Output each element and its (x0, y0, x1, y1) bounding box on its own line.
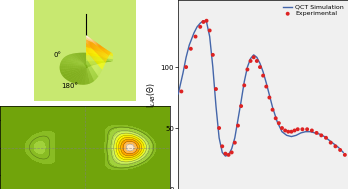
Y-axis label: I$_{LAB}$(Θ): I$_{LAB}$(Θ) (145, 81, 158, 108)
QCT Simulation (255, 56, 259, 58)
Experimental (238, 105, 244, 108)
Experimental (254, 60, 260, 63)
QCT Simulation (275, 121, 279, 123)
QCT Simulation (176, 93, 180, 95)
Experimental (210, 53, 216, 56)
QCT Simulation (192, 32, 196, 34)
Experimental (223, 152, 228, 155)
QCT Simulation (327, 139, 331, 141)
QCT Simulation (198, 22, 202, 24)
QCT Simulation (285, 134, 289, 136)
Experimental (179, 90, 184, 93)
QCT Simulation (264, 82, 268, 84)
QCT Simulation (303, 131, 308, 133)
Experimental (235, 124, 241, 127)
QCT Simulation (245, 66, 250, 68)
QCT Simulation (233, 137, 237, 139)
QCT Simulation (211, 66, 215, 68)
QCT Simulation (242, 81, 246, 83)
QCT Simulation (308, 131, 313, 133)
QCT Simulation (289, 136, 293, 138)
Experimental (328, 141, 333, 144)
Experimental (263, 85, 269, 88)
QCT Simulation (223, 155, 228, 157)
QCT Simulation (187, 44, 191, 46)
Experimental (300, 128, 305, 131)
Experimental (242, 84, 247, 87)
QCT Simulation (337, 146, 341, 149)
QCT Simulation (261, 71, 265, 73)
Experimental (220, 145, 225, 148)
Experimental (267, 96, 272, 99)
QCT Simulation (220, 151, 224, 153)
Experimental (279, 126, 285, 129)
QCT Simulation (318, 133, 322, 135)
Experimental (183, 66, 189, 69)
QCT Simulation (201, 20, 205, 22)
Experimental (245, 68, 250, 71)
Experimental (188, 47, 193, 50)
Experimental (216, 126, 222, 129)
Experimental (285, 130, 291, 133)
QCT Simulation (322, 136, 326, 138)
Experimental (292, 129, 297, 132)
Experimental (270, 108, 275, 111)
QCT Simulation (341, 151, 345, 153)
Experimental (333, 145, 338, 148)
Experimental (309, 129, 315, 132)
Experimental (200, 20, 206, 23)
Experimental (248, 60, 253, 63)
Experimental (318, 134, 324, 137)
Experimental (193, 35, 198, 38)
Experimental (207, 29, 213, 32)
Experimental (323, 136, 329, 139)
Experimental (276, 122, 282, 125)
QCT Simulation (313, 132, 317, 134)
QCT Simulation (239, 100, 243, 102)
Experimental (197, 25, 203, 28)
QCT Simulation (267, 94, 271, 96)
QCT Simulation (208, 36, 212, 38)
QCT Simulation (217, 137, 221, 139)
Experimental (295, 128, 300, 131)
QCT Simulation (236, 118, 240, 121)
Experimental (251, 56, 256, 59)
Experimental (282, 129, 288, 132)
QCT Simulation (248, 57, 253, 60)
QCT Simulation (294, 134, 298, 136)
QCT Simulation (252, 54, 256, 56)
QCT Simulation (258, 62, 262, 64)
Line: QCT Simulation: QCT Simulation (178, 21, 343, 156)
Experimental (304, 128, 310, 131)
Experimental (226, 153, 231, 156)
QCT Simulation (184, 56, 188, 58)
Experimental (213, 88, 219, 91)
QCT Simulation (181, 72, 185, 74)
Experimental (288, 130, 294, 133)
QCT Simulation (204, 21, 208, 23)
Legend: QCT Simulation, Experimental: QCT Simulation, Experimental (282, 3, 345, 18)
QCT Simulation (214, 105, 218, 107)
QCT Simulation (230, 148, 234, 150)
Experimental (342, 153, 348, 156)
QCT Simulation (195, 26, 199, 28)
Experimental (260, 74, 266, 77)
QCT Simulation (299, 132, 303, 134)
Experimental (232, 141, 238, 144)
Experimental (229, 151, 235, 154)
Experimental (314, 131, 319, 134)
Experimental (273, 117, 278, 120)
QCT Simulation (227, 154, 231, 156)
QCT Simulation (332, 143, 336, 145)
QCT Simulation (270, 106, 275, 108)
Experimental (257, 66, 263, 69)
QCT Simulation (280, 131, 284, 133)
Experimental (337, 149, 343, 152)
Experimental (204, 19, 209, 22)
